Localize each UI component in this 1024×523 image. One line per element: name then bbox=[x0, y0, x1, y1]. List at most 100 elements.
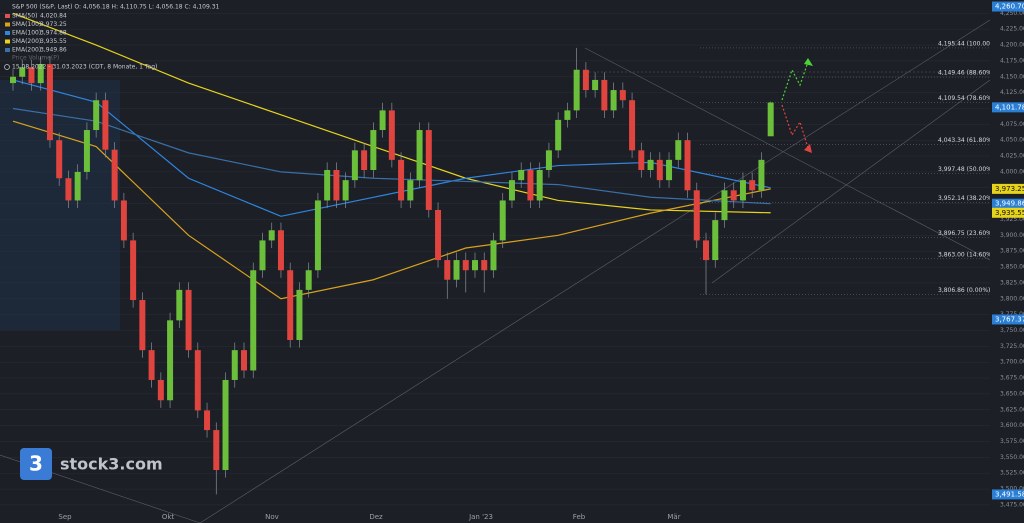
candle-body bbox=[527, 170, 534, 201]
ma-line bbox=[12, 79, 771, 217]
arrow-down bbox=[781, 104, 809, 149]
candle-body bbox=[277, 230, 284, 271]
candle-body bbox=[749, 180, 756, 191]
candle-body bbox=[370, 130, 377, 170]
price-tag-label: 4,101.78 bbox=[995, 103, 1024, 111]
y-tick-label: 4,025.00 bbox=[1000, 153, 1024, 160]
candle-body bbox=[46, 64, 53, 141]
price-tag-label: 3,973.25 bbox=[995, 185, 1024, 193]
price-tag bbox=[992, 102, 1024, 113]
candle-body bbox=[619, 90, 626, 101]
y-tick-label: 4,000.00 bbox=[1000, 168, 1024, 175]
candle-body bbox=[407, 180, 414, 201]
arrow-head bbox=[804, 144, 812, 153]
candle-body bbox=[647, 159, 654, 170]
x-tick-label: Nov bbox=[265, 513, 279, 521]
y-tick-label: 3,925.00 bbox=[1000, 216, 1024, 223]
candle-body bbox=[37, 64, 44, 84]
candle-body bbox=[213, 430, 220, 471]
y-tick-label: 4,250.00 bbox=[1000, 10, 1024, 17]
candle-body bbox=[204, 410, 211, 431]
candle-body bbox=[425, 130, 432, 210]
y-tick-label: 3,725.00 bbox=[1000, 343, 1024, 350]
fib-label: 3,896.75 (23.60%) bbox=[938, 230, 994, 237]
candle-body bbox=[610, 90, 617, 111]
legend-value: 3,973.25 bbox=[40, 21, 67, 28]
x-tick-label: Sep bbox=[58, 513, 72, 521]
x-tick-label: Dez bbox=[369, 513, 383, 521]
candle-body bbox=[545, 150, 552, 170]
candle-body bbox=[656, 159, 663, 181]
y-tick-label: 3,625.00 bbox=[1000, 406, 1024, 413]
volume-label: Price Volume(P) bbox=[12, 55, 59, 62]
candle-body bbox=[462, 260, 469, 271]
fib-label: 4,043.34 (61.80%) bbox=[938, 137, 994, 144]
period: 15.08.2022 - 31.03.2023 (CDT, 8 Monate, … bbox=[12, 64, 157, 71]
candle-body bbox=[508, 180, 515, 201]
candle-body bbox=[176, 289, 183, 321]
y-tick-label: 3,550.00 bbox=[1000, 454, 1024, 461]
legend-swatch bbox=[5, 31, 10, 35]
candle-body bbox=[130, 240, 137, 301]
candle-body bbox=[250, 270, 257, 371]
y-tick-label: 3,850.00 bbox=[1000, 264, 1024, 271]
candle-body bbox=[222, 379, 229, 471]
candle-body bbox=[490, 240, 497, 271]
legend-name: SMA(50) bbox=[12, 13, 37, 20]
candle-body bbox=[296, 289, 303, 340]
x-tick-label: Mär bbox=[667, 513, 680, 521]
legend-swatch bbox=[5, 48, 10, 52]
candle-body bbox=[333, 170, 340, 201]
candle-body bbox=[739, 180, 746, 201]
price-tag bbox=[992, 198, 1024, 209]
price-tag bbox=[992, 489, 1024, 500]
candle-body bbox=[194, 350, 201, 411]
candle-body bbox=[675, 140, 682, 160]
y-tick-label: 4,200.00 bbox=[1000, 42, 1024, 49]
x-tick-label: Feb bbox=[573, 513, 586, 521]
x-tick-label: Jan '23 bbox=[468, 513, 493, 521]
candle-body bbox=[638, 150, 645, 170]
candle-body bbox=[398, 159, 405, 201]
candle-body bbox=[388, 110, 395, 160]
candle-body bbox=[148, 350, 155, 380]
ma-line bbox=[12, 120, 771, 300]
trend-line bbox=[584, 47, 991, 261]
candle-body bbox=[361, 150, 368, 170]
price-tag bbox=[992, 207, 1024, 218]
candle-body bbox=[573, 69, 580, 111]
y-tick-label: 3,700.00 bbox=[1000, 359, 1024, 366]
legend-swatch bbox=[5, 39, 10, 44]
y-tick-label: 3,800.00 bbox=[1000, 295, 1024, 302]
y-tick-label: 4,075.00 bbox=[1000, 121, 1024, 128]
candle-body bbox=[721, 190, 728, 221]
y-tick-label: 3,575.00 bbox=[1000, 438, 1024, 445]
logo bbox=[20, 448, 52, 480]
candle-body bbox=[56, 140, 63, 179]
arrow-up bbox=[781, 61, 809, 101]
candle-body bbox=[629, 100, 636, 151]
candle-body bbox=[185, 289, 192, 351]
fib-label: 4,149.46 (88.60%) bbox=[938, 70, 994, 77]
candle-body bbox=[342, 180, 349, 201]
y-tick-label: 3,825.00 bbox=[1000, 279, 1024, 286]
y-tick-label: 3,650.00 bbox=[1000, 390, 1024, 397]
candle-body bbox=[499, 200, 506, 241]
fib-label: 3,806.86 (0.00%) bbox=[938, 287, 990, 294]
candle-body bbox=[139, 300, 146, 351]
candle-body bbox=[351, 150, 358, 181]
legend-name: EMA(100) bbox=[12, 30, 41, 37]
price-tag bbox=[992, 1, 1024, 12]
ma-line bbox=[12, 107, 771, 205]
fib-label: 4,195.44 (100.00%) bbox=[938, 40, 998, 47]
fib-label: 3,997.48 (50.00%) bbox=[938, 166, 994, 173]
candle-body bbox=[453, 260, 460, 280]
brand-name: stock3.com bbox=[60, 455, 163, 474]
y-tick-label: 3,475.00 bbox=[1000, 501, 1024, 508]
candle-body bbox=[74, 171, 81, 201]
candle-body bbox=[536, 170, 543, 201]
fib-label: 4,109.54 (78.60%) bbox=[938, 95, 994, 102]
candle-body bbox=[601, 79, 608, 111]
